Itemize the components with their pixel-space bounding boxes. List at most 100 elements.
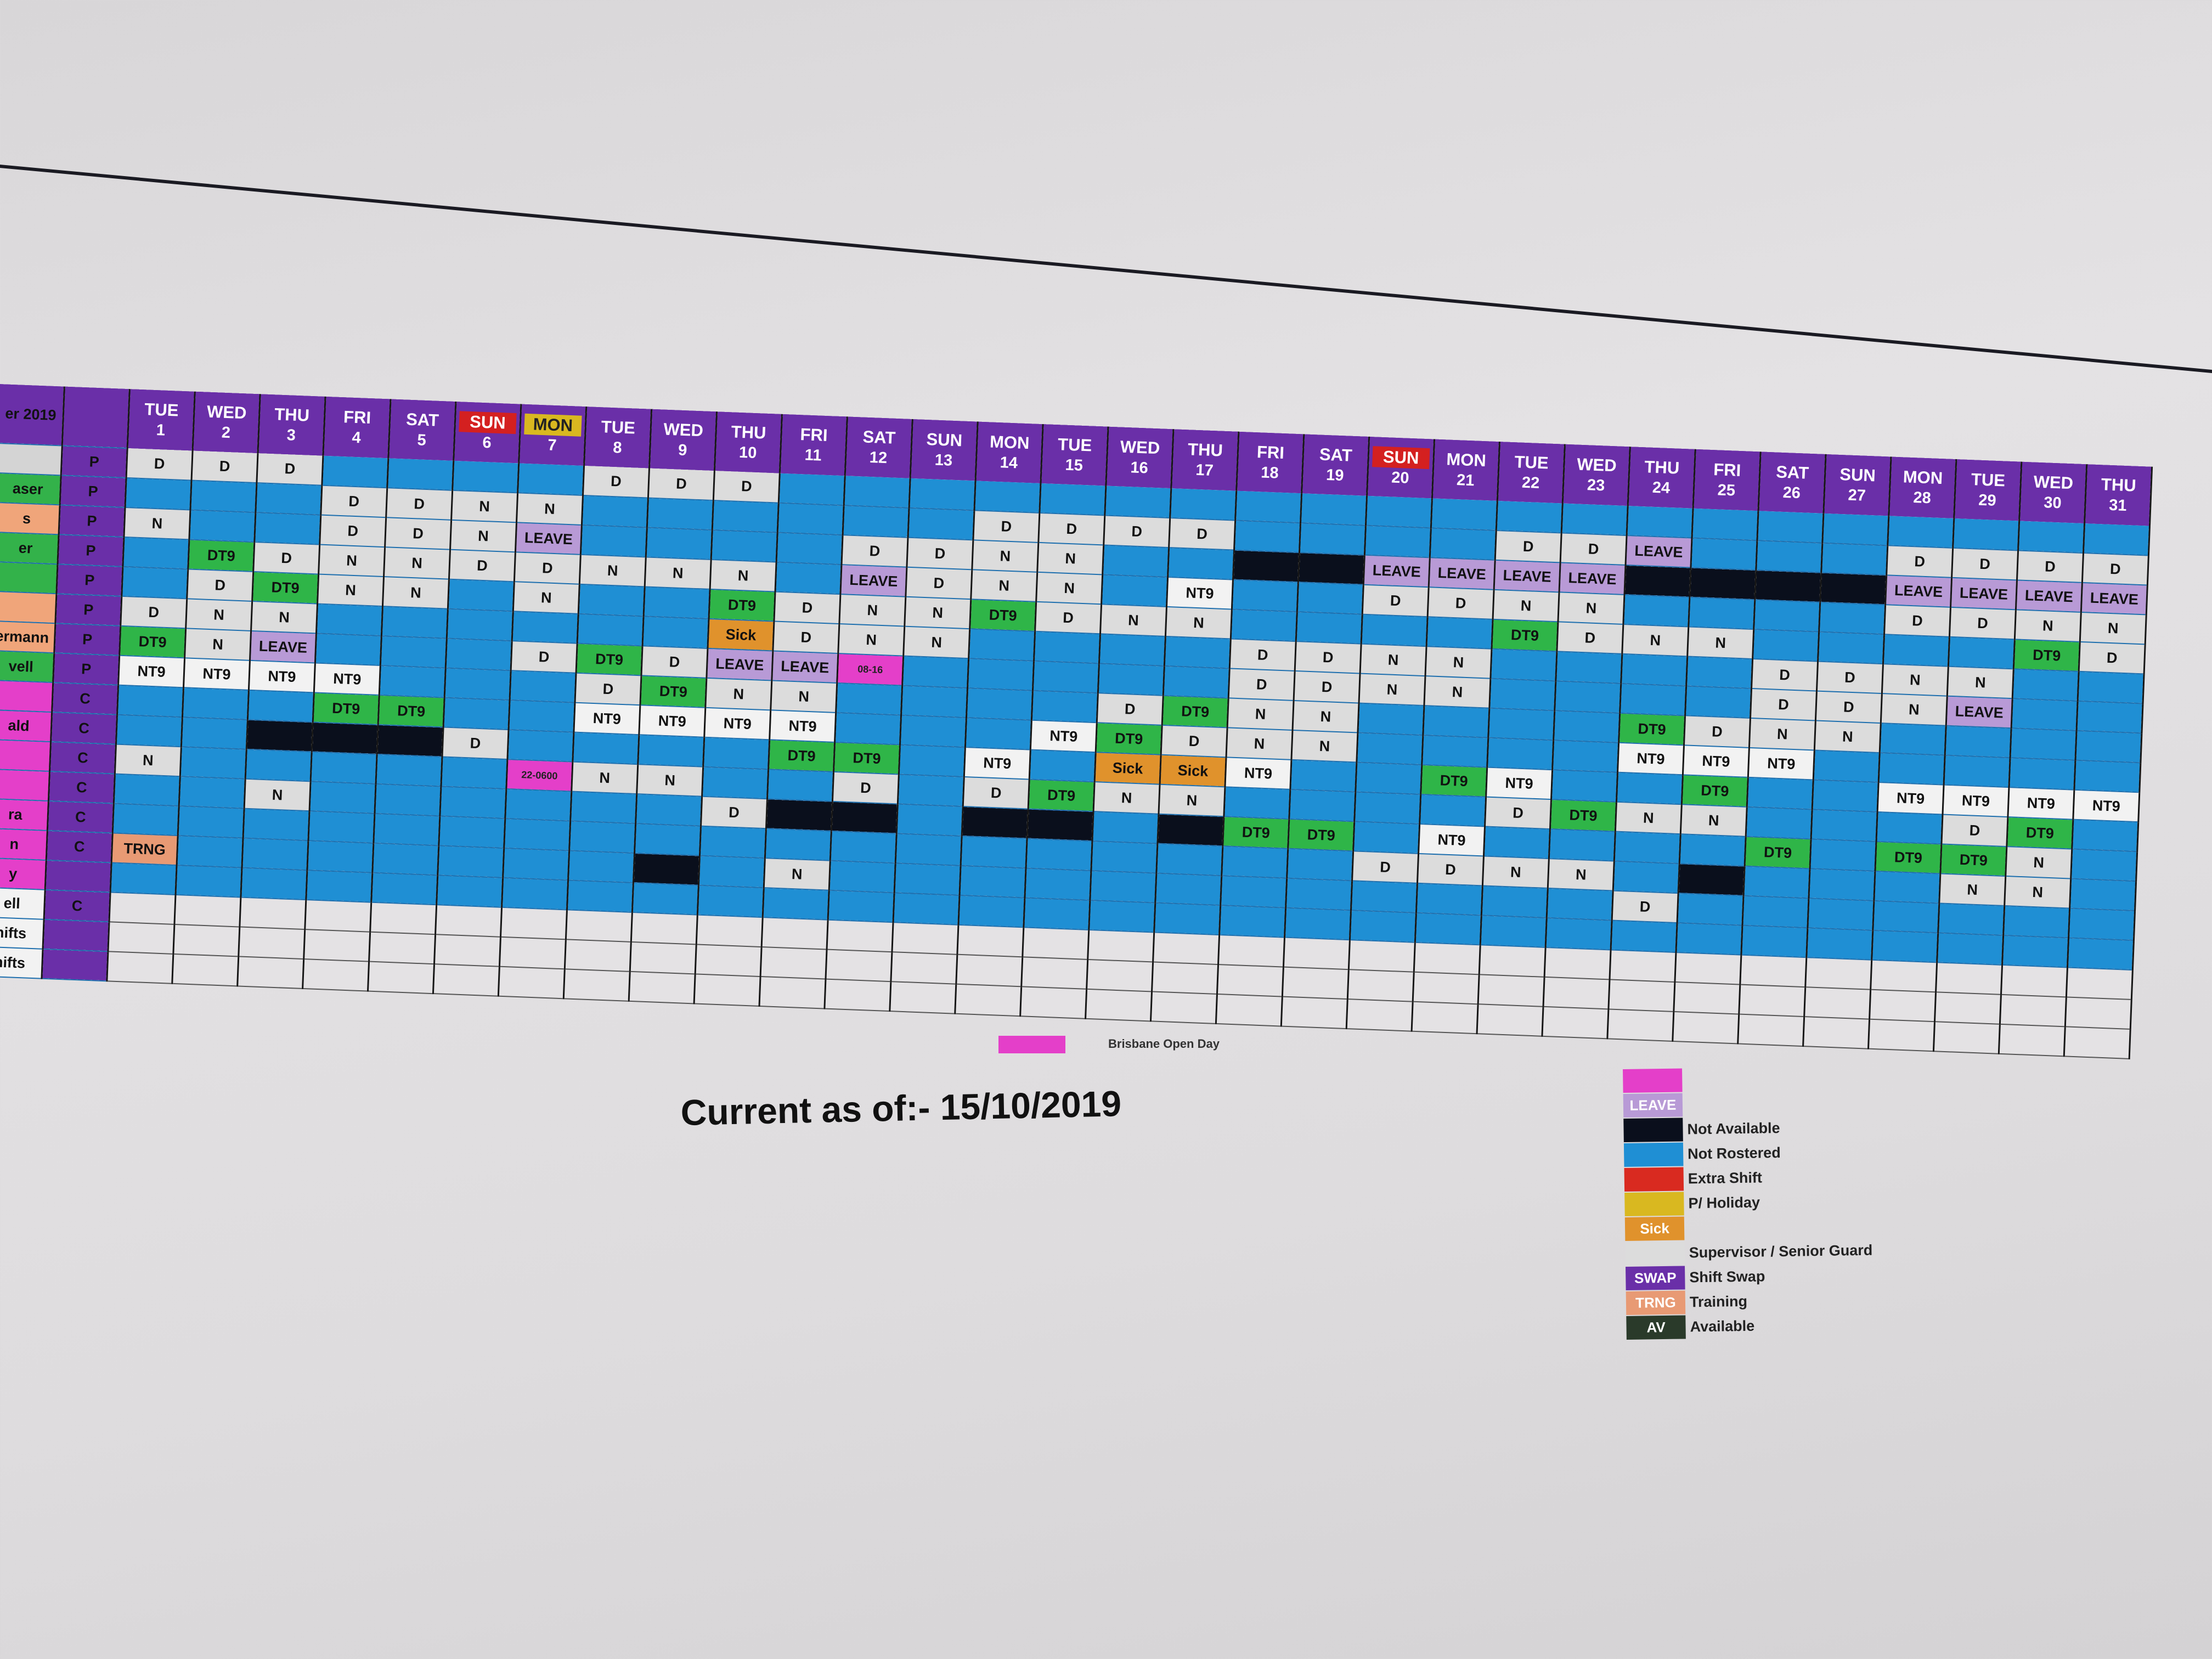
shift-cell[interactable] [1284, 907, 1351, 940]
shift-cell[interactable] [1290, 759, 1357, 792]
shift-cell[interactable] [1289, 789, 1356, 822]
shift-cell[interactable]: N [770, 680, 837, 713]
shift-cell[interactable]: LEAVE [771, 651, 838, 683]
shift-cell[interactable] [2003, 905, 2070, 938]
shift-cell[interactable] [642, 616, 709, 648]
shift-cell[interactable] [1752, 629, 1819, 662]
shift-cell[interactable] [644, 586, 710, 619]
shift-cell[interactable]: DT9 [969, 599, 1036, 631]
shift-cell[interactable]: NT9 [769, 710, 836, 742]
shift-cell[interactable] [503, 848, 569, 881]
shift-cell[interactable]: D [253, 542, 320, 574]
shift-cell[interactable]: D [905, 567, 972, 600]
shift-cell[interactable]: NT9 [1030, 720, 1097, 753]
shift-cell[interactable] [1167, 548, 1234, 580]
shift-cell[interactable]: Sick [1094, 752, 1161, 785]
shift-cell[interactable]: NT9 [639, 705, 706, 737]
shift-cell[interactable]: D [1941, 814, 2008, 847]
shift-cell[interactable]: D [963, 776, 1030, 809]
shift-cell[interactable]: D [2082, 553, 2149, 585]
shift-cell[interactable] [1743, 866, 1810, 899]
shift-cell[interactable]: D [1949, 607, 2016, 640]
shift-cell[interactable]: N [1881, 693, 1948, 726]
staff-name[interactable]: n [0, 828, 48, 860]
shift-cell[interactable]: D [1886, 545, 1953, 578]
shift-cell[interactable] [1821, 543, 1888, 575]
shift-cell[interactable] [246, 719, 313, 752]
shift-cell[interactable] [321, 455, 388, 488]
shift-cell[interactable] [1812, 780, 1879, 812]
shift-cell[interactable] [1756, 540, 1822, 573]
shift-cell[interactable] [1753, 600, 1820, 632]
shift-cell[interactable]: DT9 [768, 740, 835, 772]
shift-cell[interactable] [1880, 723, 1946, 755]
shift-cell[interactable]: N [1425, 646, 1492, 679]
shift-cell[interactable] [1688, 597, 1755, 630]
shift-cell[interactable] [177, 836, 244, 868]
shift-cell[interactable]: N [516, 493, 583, 525]
shift-cell[interactable] [777, 503, 844, 535]
shift-cell[interactable] [452, 460, 519, 493]
shift-cell[interactable] [1220, 876, 1287, 908]
shift-cell[interactable] [1692, 508, 1758, 541]
shift-cell[interactable] [1221, 846, 1288, 878]
shift-cell[interactable]: NT9 [1166, 577, 1233, 610]
shift-cell[interactable]: N [318, 544, 385, 577]
shift-cell[interactable] [901, 685, 968, 718]
shift-cell[interactable]: DT9 [833, 742, 900, 775]
shift-cell[interactable]: D [1035, 601, 1102, 634]
shift-cell[interactable] [1807, 898, 1874, 930]
shift-cell[interactable] [1034, 631, 1101, 664]
shift-cell[interactable] [1488, 708, 1555, 741]
shift-cell[interactable]: LEAVE [1429, 557, 1496, 590]
shift-cell[interactable] [439, 786, 506, 819]
shift-cell[interactable] [501, 877, 568, 910]
shift-cell[interactable]: N [2015, 610, 2081, 642]
shift-cell[interactable] [1027, 809, 1094, 842]
staff-name[interactable]: vell [0, 650, 54, 683]
shift-cell[interactable]: LEAVE [1885, 575, 1952, 607]
shift-cell[interactable] [381, 606, 448, 639]
shift-cell[interactable]: N [1939, 873, 2006, 906]
staff-name[interactable] [0, 769, 50, 801]
shift-cell[interactable] [175, 865, 242, 898]
shift-cell[interactable]: N [1749, 718, 1816, 751]
staff-name[interactable] [0, 561, 58, 594]
shift-cell[interactable] [1350, 910, 1417, 943]
shift-cell[interactable]: DT9 [1162, 695, 1229, 728]
shift-cell[interactable] [699, 826, 766, 859]
shift-cell[interactable] [1678, 864, 1745, 896]
shift-cell[interactable] [444, 668, 511, 701]
shift-cell[interactable] [1235, 490, 1302, 523]
shift-cell[interactable] [1088, 900, 1155, 933]
shift-cell[interactable] [387, 458, 454, 490]
shift-cell[interactable] [1808, 868, 1875, 901]
shift-cell[interactable]: N [579, 554, 646, 587]
shift-cell[interactable]: N [645, 557, 712, 589]
shift-cell[interactable]: NT9 [573, 702, 640, 735]
shift-cell[interactable] [2074, 760, 2141, 793]
shift-cell[interactable] [507, 730, 574, 762]
shift-cell[interactable] [308, 811, 375, 843]
shift-cell[interactable] [1820, 572, 1887, 605]
shift-cell[interactable]: N [1482, 856, 1549, 888]
shift-cell[interactable]: N [571, 761, 638, 794]
shift-cell[interactable] [1170, 488, 1237, 521]
shift-cell[interactable] [181, 717, 248, 749]
shift-cell[interactable]: D [1560, 533, 1627, 565]
shift-cell[interactable] [1944, 755, 2011, 788]
shift-cell[interactable] [508, 700, 575, 732]
shift-cell[interactable]: LEAVE [1626, 535, 1692, 568]
shift-cell[interactable] [117, 685, 184, 718]
shift-cell[interactable]: DT9 [1618, 713, 1685, 746]
shift-cell[interactable] [697, 885, 764, 918]
shift-cell[interactable] [1874, 871, 1940, 904]
shift-cell[interactable] [894, 863, 961, 895]
shift-cell[interactable]: D [1294, 670, 1361, 703]
shift-cell[interactable]: N [1687, 627, 1754, 659]
shift-cell[interactable]: DT9 [313, 692, 380, 725]
shift-cell[interactable]: DT9 [1875, 841, 1942, 874]
shift-cell[interactable] [895, 833, 962, 866]
shift-cell[interactable] [1039, 483, 1106, 516]
shift-cell[interactable] [1746, 806, 1813, 839]
